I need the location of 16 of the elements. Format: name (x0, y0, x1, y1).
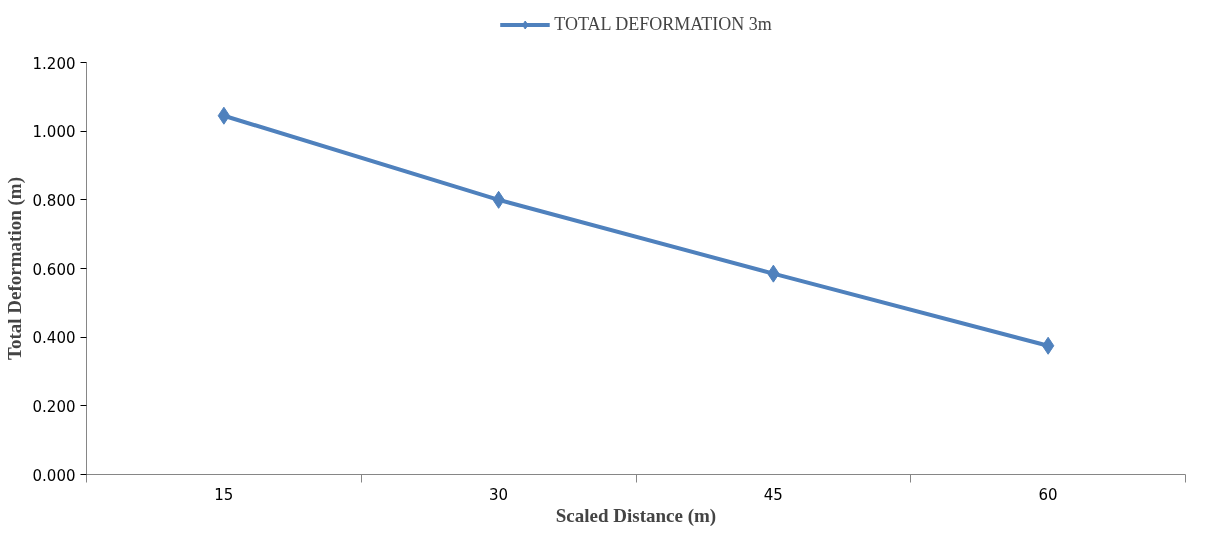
y-tick-label: 0.800 (32, 191, 76, 210)
y-tick-label: 0.600 (32, 260, 76, 279)
y-tick-label: 0.200 (32, 397, 76, 416)
y-tick-label: 0.400 (32, 329, 76, 348)
x-tick-label: 15 (214, 485, 234, 504)
legend-label: TOTAL DEFORMATION 3m (554, 13, 772, 35)
y-axis-title: Total Deformation (m) (3, 177, 26, 360)
y-tick-label: 0.000 (32, 466, 76, 485)
x-axis-title: Scaled Distance (m) (555, 504, 717, 527)
x-tick-label: 30 (489, 485, 509, 504)
x-tick-label: 45 (763, 485, 783, 504)
point (1041, 336, 1055, 355)
y-tick-label: 1.200 (32, 54, 76, 73)
x-tick-label: 60 (1038, 485, 1058, 504)
y-tick-label: 1.000 (32, 123, 76, 142)
point (217, 106, 231, 125)
